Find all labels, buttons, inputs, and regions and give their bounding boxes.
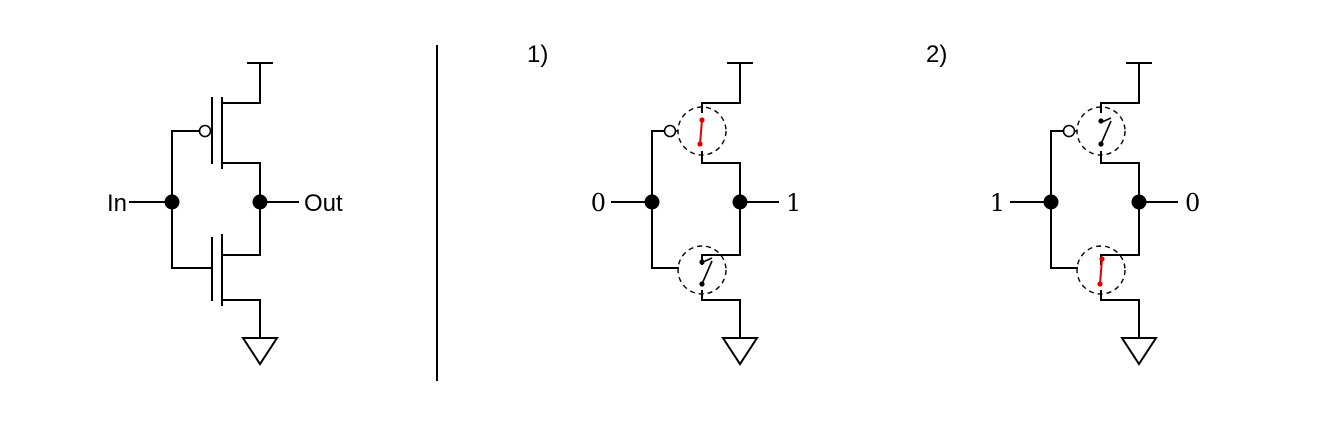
pmos-inversion-bubble <box>198 124 212 138</box>
pmos-inversion-bubble <box>663 124 677 138</box>
input-label: In <box>107 190 127 217</box>
pmos-switch-closed <box>699 119 703 145</box>
ground-wire <box>1100 290 1140 339</box>
ground-symbol <box>721 337 759 366</box>
pmos-switch-circle <box>1076 106 1126 156</box>
switch-contact <box>699 117 705 123</box>
input-junction-dot <box>1043 194 1059 210</box>
nmos-switch-circle <box>677 245 727 295</box>
switch-contact <box>699 281 705 287</box>
case-1: 1) 0 1 <box>527 41 801 366</box>
case-2: 2) 1 0 <box>926 41 1200 366</box>
ground-symbol <box>241 337 279 366</box>
case-2-output-value: 0 <box>1185 189 1200 217</box>
output-label: Out <box>304 190 343 217</box>
case-1-output-value: 1 <box>786 189 801 217</box>
vdd-wire <box>701 62 741 113</box>
input-junction-dot <box>164 194 180 210</box>
ground-wire <box>701 290 741 339</box>
input-junction-dot <box>644 194 660 210</box>
case-2-input-value: 1 <box>990 189 1005 217</box>
case-1-input-value: 0 <box>591 189 606 217</box>
switch-contact <box>1097 281 1103 287</box>
switch-contact <box>1098 141 1104 147</box>
output-junction-dot <box>252 194 268 210</box>
switch-contact <box>1098 118 1104 124</box>
vdd-wire <box>1100 62 1140 113</box>
pmos-inversion-bubble <box>1062 124 1076 138</box>
nmos-switch-open <box>701 260 713 285</box>
pmos-switch-open <box>1100 120 1112 145</box>
ground-symbol <box>1120 337 1158 366</box>
nmos-switch-closed <box>1099 258 1103 285</box>
switch-contact <box>699 259 705 265</box>
case-2-title: 2) <box>926 41 947 68</box>
switch-contact <box>1099 256 1105 262</box>
output-junction-dot <box>732 194 748 210</box>
case-1-title: 1) <box>527 41 548 68</box>
switch-contact <box>697 141 703 147</box>
inverter-schematic: In Out <box>107 62 343 366</box>
output-junction-dot <box>1131 194 1147 210</box>
